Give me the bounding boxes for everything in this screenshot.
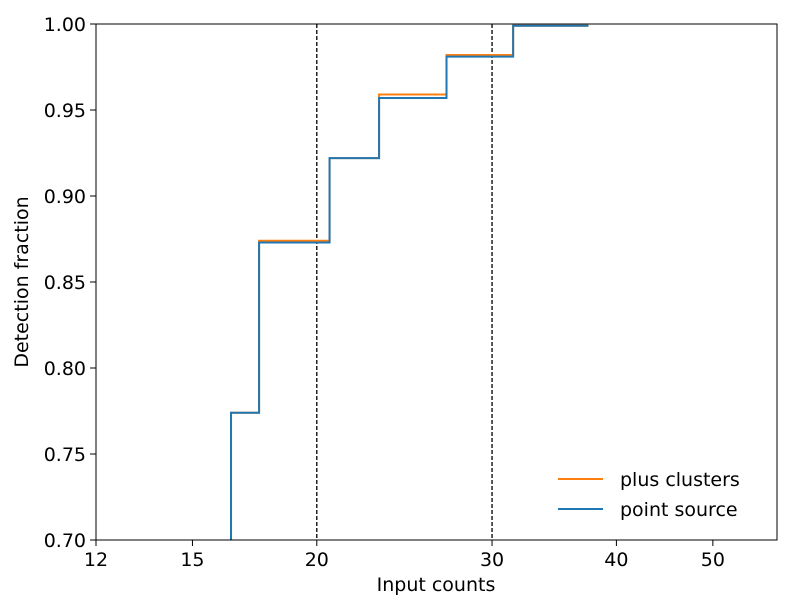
series-line-plus-clusters xyxy=(230,24,589,540)
x-tick-label: 20 xyxy=(305,549,329,571)
reference-lines xyxy=(316,24,493,540)
y-tick-label: 1.00 xyxy=(44,14,86,36)
x-tick-label: 50 xyxy=(701,549,725,571)
legend-label: point source xyxy=(620,499,738,521)
x-axis: 12 15 20 30 40 50 xyxy=(84,540,725,571)
series-line-point-source xyxy=(230,24,589,540)
legend-label: plus clusters xyxy=(620,469,740,491)
legend: plus clusters point source xyxy=(558,469,740,521)
x-tick-label: 12 xyxy=(84,549,108,571)
plot-frame xyxy=(95,23,778,541)
x-axis-label: Input counts xyxy=(377,574,496,596)
y-axis-label: Detection fraction xyxy=(11,196,33,367)
y-axis: 0.70 0.75 0.80 0.85 0.90 0.95 1.00 xyxy=(44,14,96,552)
y-tick-label: 0.80 xyxy=(44,358,86,380)
x-tick-label: 40 xyxy=(604,549,628,571)
y-tick-label: 0.90 xyxy=(44,186,86,208)
y-tick-label: 0.75 xyxy=(44,444,86,466)
x-tick-label: 30 xyxy=(480,549,504,571)
y-tick-label: 0.95 xyxy=(44,100,86,122)
series-group xyxy=(230,24,589,540)
x-tick-label: 15 xyxy=(180,549,204,571)
y-tick-label: 0.70 xyxy=(44,530,86,552)
y-tick-label: 0.85 xyxy=(44,272,86,294)
